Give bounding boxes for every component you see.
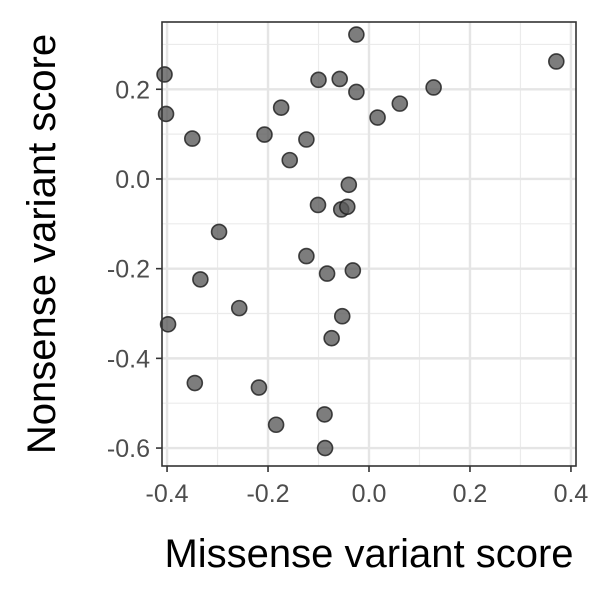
data-point	[340, 176, 358, 194]
y-tick-label: -0.4	[107, 345, 150, 373]
data-point	[338, 198, 356, 216]
y-axis-ticks: -0.6 -0.4 -0.2 0.0 0.2	[107, 76, 162, 463]
data-point	[186, 374, 204, 392]
x-axis-title: Missense variant score	[164, 532, 573, 576]
x-axis-ticks: -0.4 -0.2 0.0 0.2 0.4	[146, 466, 589, 508]
data-point	[344, 262, 362, 279]
data-point	[298, 247, 315, 265]
data-point	[183, 130, 201, 147]
x-tick-label: 0.2	[453, 480, 488, 508]
data-point	[210, 223, 228, 241]
x-tick-label: -0.4	[146, 480, 189, 508]
data-point	[267, 416, 285, 434]
y-axis-title: Nonsense variant score	[20, 34, 64, 454]
data-point	[310, 71, 327, 89]
data-point	[230, 299, 248, 317]
y-tick-label: -0.6	[107, 435, 150, 463]
data-point	[333, 307, 351, 325]
data-point	[548, 53, 565, 70]
y-tick-label: -0.2	[107, 256, 150, 284]
data-point	[316, 406, 333, 423]
data-point	[348, 83, 365, 101]
data-point	[159, 315, 177, 333]
data-point	[316, 439, 334, 457]
data-point	[425, 79, 442, 96]
y-tick-label: 0.0	[115, 166, 150, 194]
data-point	[256, 126, 273, 143]
data-point	[250, 379, 268, 396]
data-point	[331, 70, 349, 88]
data-point	[348, 26, 365, 43]
y-tick-label: 0.2	[115, 76, 150, 104]
data-point	[323, 329, 340, 347]
data-point	[272, 99, 290, 116]
data-point	[156, 66, 173, 83]
x-tick-label: 0.4	[554, 480, 589, 508]
data-point	[281, 151, 299, 169]
data-point	[318, 265, 336, 282]
data-point	[157, 105, 175, 123]
data-point	[369, 109, 386, 126]
data-point	[298, 131, 315, 148]
grid-lines	[162, 22, 576, 466]
data-point	[192, 271, 209, 288]
data-point	[309, 196, 327, 214]
data-points	[156, 26, 565, 457]
data-point	[391, 95, 409, 112]
x-tick-label: 0.0	[352, 480, 387, 508]
x-tick-label: -0.2	[246, 480, 289, 508]
